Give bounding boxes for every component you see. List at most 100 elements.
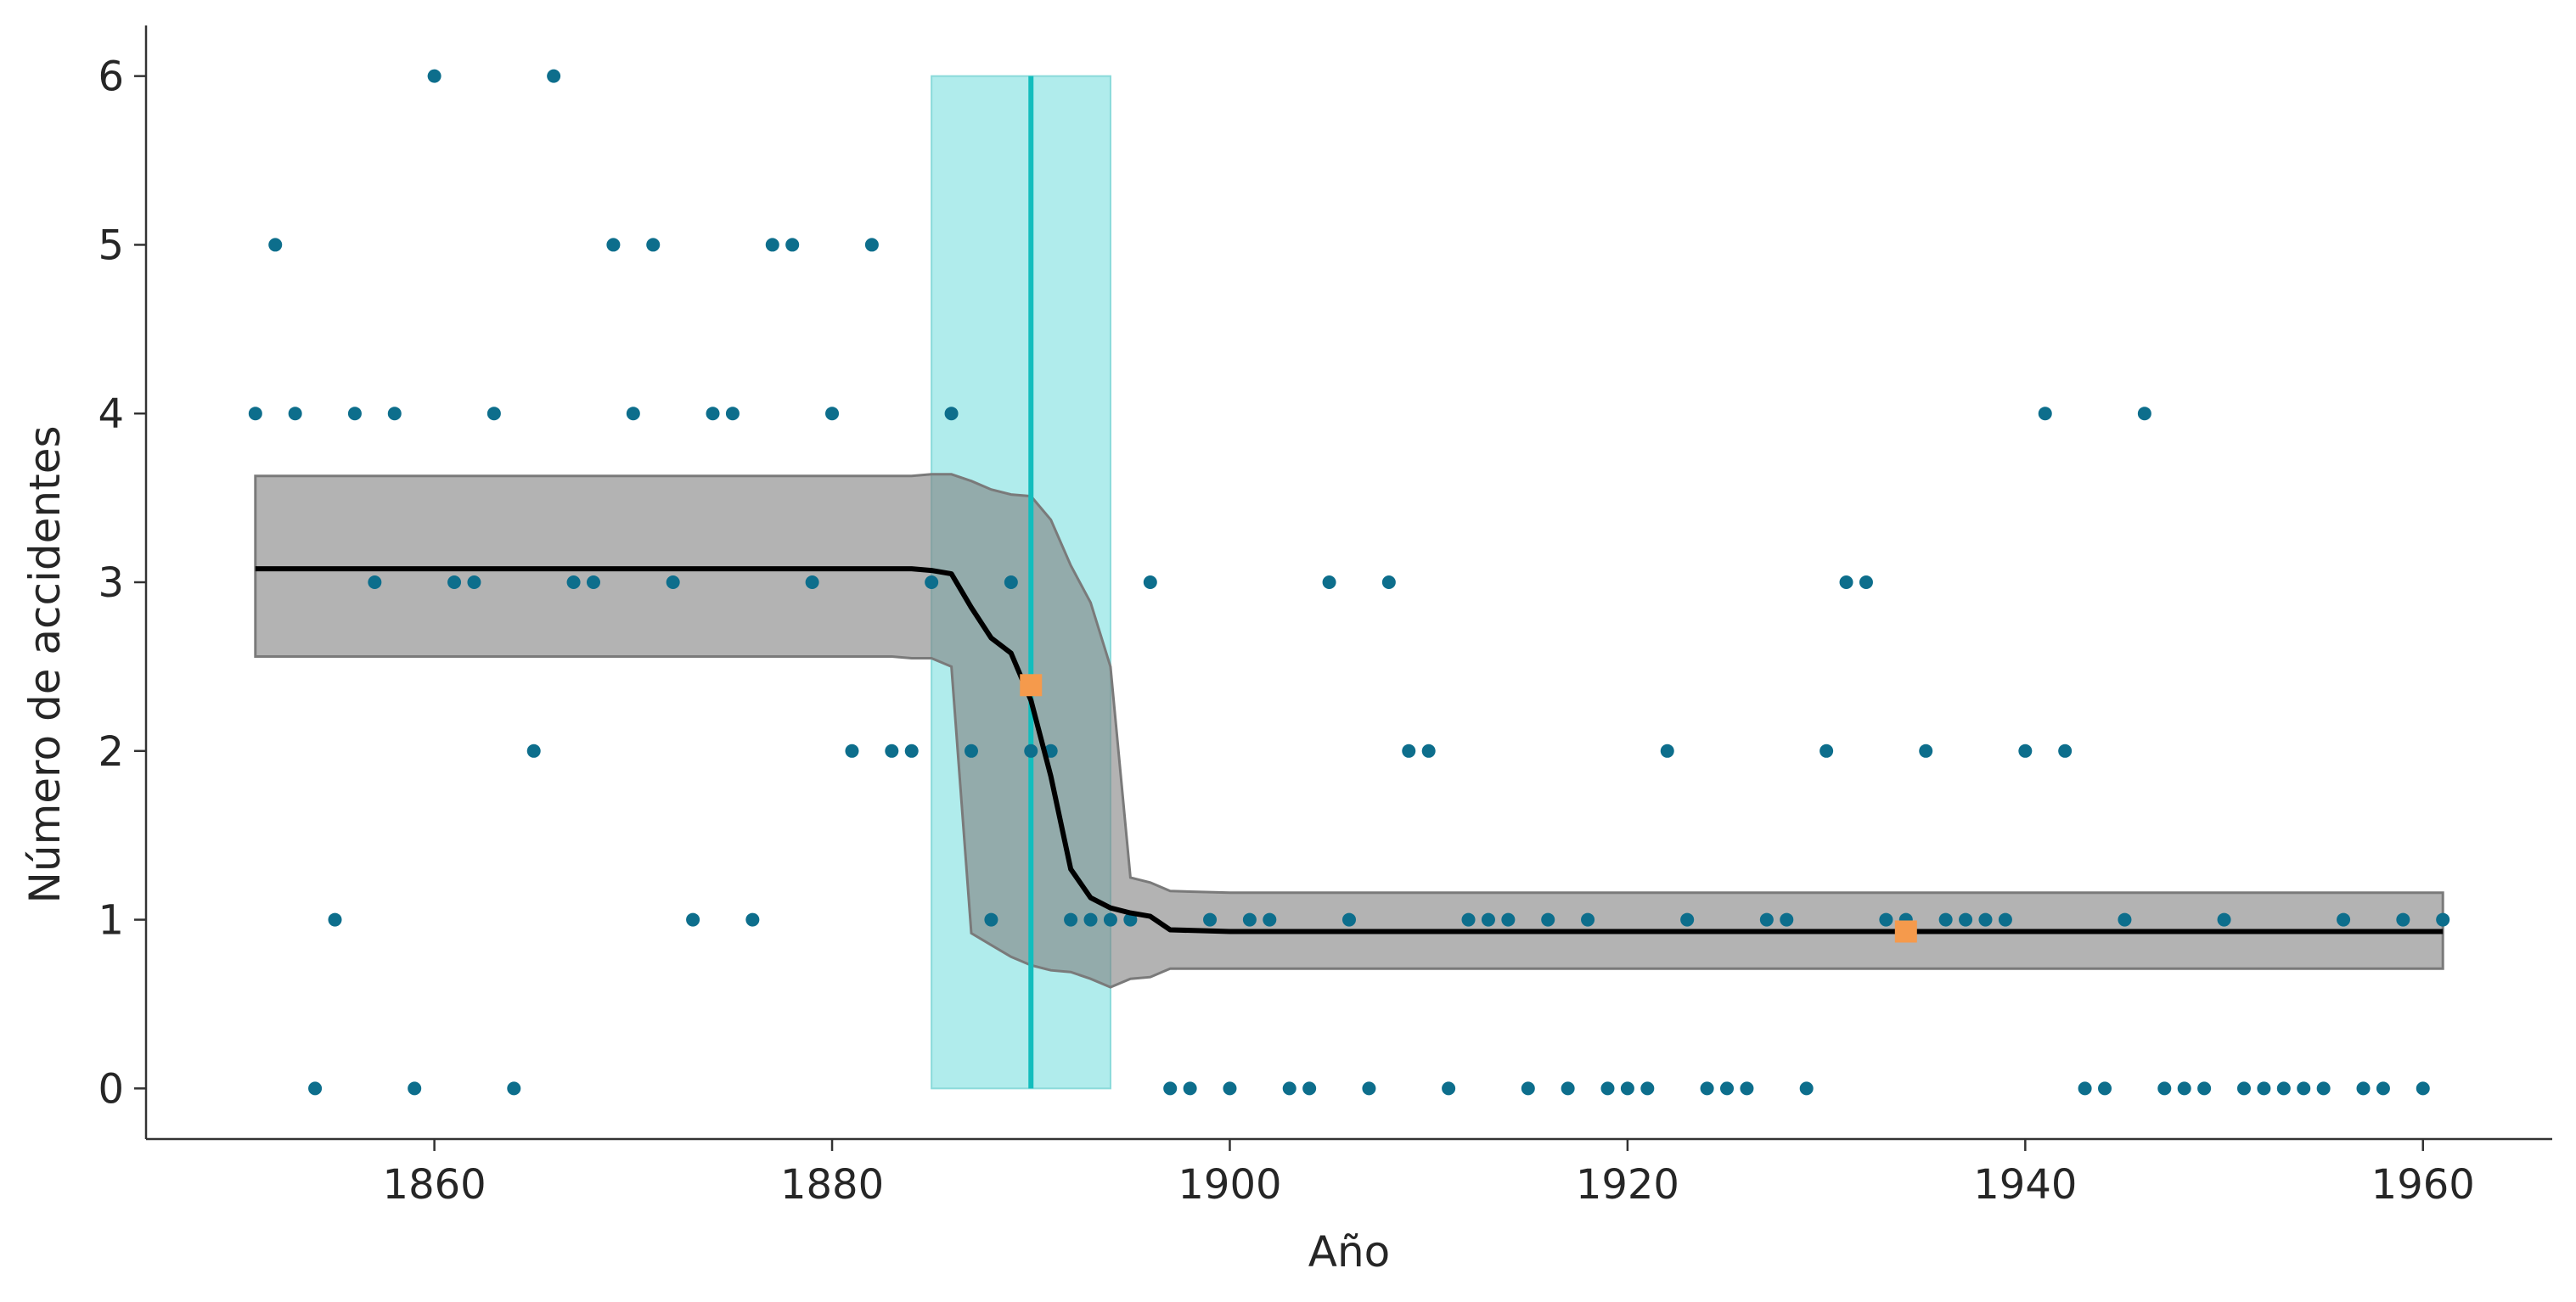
data-point	[1322, 575, 1336, 589]
data-point	[686, 912, 700, 927]
data-point	[2078, 1081, 2092, 1096]
x-tick-label: 1860	[383, 1161, 487, 1209]
data-point	[2157, 1081, 2172, 1096]
data-point	[1998, 912, 2012, 927]
y-tick-label: 3	[98, 559, 124, 607]
data-point	[1839, 575, 1853, 589]
data-point	[1581, 912, 1595, 927]
data-point	[1004, 575, 1018, 589]
x-tick-label: 1960	[2371, 1161, 2475, 1209]
data-point	[646, 238, 661, 252]
data-point	[2396, 912, 2410, 927]
data-point	[308, 1081, 323, 1096]
data-point	[825, 407, 840, 421]
data-point	[2236, 1081, 2251, 1096]
x-tick-label: 1900	[1178, 1161, 1281, 1209]
mean-line	[255, 566, 2444, 934]
data-point	[904, 744, 919, 758]
data-point	[2276, 1081, 2291, 1096]
data-point	[2118, 912, 2132, 927]
data-point	[467, 575, 481, 589]
credible-band	[254, 473, 2444, 989]
data-point	[427, 69, 442, 83]
data-point	[1820, 744, 1834, 758]
data-point	[2177, 1081, 2191, 1096]
data-point	[2316, 1081, 2331, 1096]
plot-area	[248, 69, 2450, 1096]
data-point	[1163, 1081, 1178, 1096]
data-point	[1203, 912, 1218, 927]
data-point	[586, 575, 600, 589]
data-point	[925, 575, 939, 589]
data-point	[368, 575, 382, 589]
y-tick-label: 4	[98, 390, 124, 438]
data-point	[2197, 1081, 2212, 1096]
data-point	[1759, 912, 1774, 927]
data-point	[805, 575, 819, 589]
data-point	[2356, 1081, 2371, 1096]
data-point	[526, 744, 541, 758]
data-point	[1879, 912, 1893, 927]
data-point	[1561, 1081, 1575, 1096]
data-point	[408, 1081, 422, 1096]
data-point	[1740, 1081, 1754, 1096]
data-point	[2297, 1081, 2311, 1096]
data-point	[1640, 1081, 1655, 1096]
y-axis-label: Número de accidentes	[20, 425, 70, 903]
data-point	[1620, 1081, 1634, 1096]
data-point	[1859, 575, 1873, 589]
data-point	[1302, 1081, 1317, 1096]
data-point	[347, 407, 362, 421]
data-point	[1064, 912, 1078, 927]
data-point	[1223, 1081, 1237, 1096]
data-point	[626, 407, 640, 421]
data-point	[1362, 1081, 1376, 1096]
data-point	[2018, 744, 2033, 758]
data-point	[1103, 912, 1117, 927]
data-point	[1342, 912, 1356, 927]
y-tick-label: 2	[98, 728, 124, 776]
data-point	[2376, 1081, 2390, 1096]
y-tick-label: 5	[98, 222, 124, 269]
data-point	[2217, 912, 2231, 927]
data-point	[1402, 744, 1416, 758]
data-point	[1083, 912, 1098, 927]
data-point	[248, 407, 262, 421]
x-axis-label: Año	[1308, 1227, 1390, 1277]
data-point	[547, 69, 561, 83]
x-tick-label: 1920	[1576, 1161, 1679, 1209]
data-point	[984, 912, 998, 927]
data-point	[2137, 407, 2151, 421]
data-point	[1919, 744, 1933, 758]
y-tick-label: 6	[98, 53, 124, 101]
data-point	[864, 238, 879, 252]
data-point	[2058, 744, 2073, 758]
x-tick-label: 1880	[780, 1161, 884, 1209]
data-point	[1481, 912, 1495, 927]
data-point	[745, 912, 760, 927]
data-point	[1024, 744, 1038, 758]
data-point	[964, 744, 978, 758]
data-point	[1799, 1081, 1814, 1096]
data-point	[1183, 1081, 1197, 1096]
data-point	[606, 238, 621, 252]
data-point	[1242, 912, 1257, 927]
marker-square	[1894, 920, 1917, 943]
data-point	[487, 407, 501, 421]
data-point	[706, 407, 720, 421]
data-point	[885, 744, 899, 758]
data-point	[2436, 912, 2450, 927]
data-point	[1680, 912, 1695, 927]
data-point	[1780, 912, 1794, 927]
data-point	[2337, 912, 2351, 927]
y-tick-label: 0	[98, 1065, 124, 1113]
data-point	[1461, 912, 1476, 927]
data-point	[1959, 912, 1973, 927]
data-point	[1720, 1081, 1735, 1096]
data-point	[1263, 912, 1277, 927]
marker-square	[1020, 674, 1043, 697]
axes: 1860 1880 1900 1920 1940 1960 0 1 2 3 4 5 6	[98, 25, 2552, 1209]
x-tick-label: 1940	[1973, 1161, 2077, 1209]
data-point	[1282, 1081, 1296, 1096]
